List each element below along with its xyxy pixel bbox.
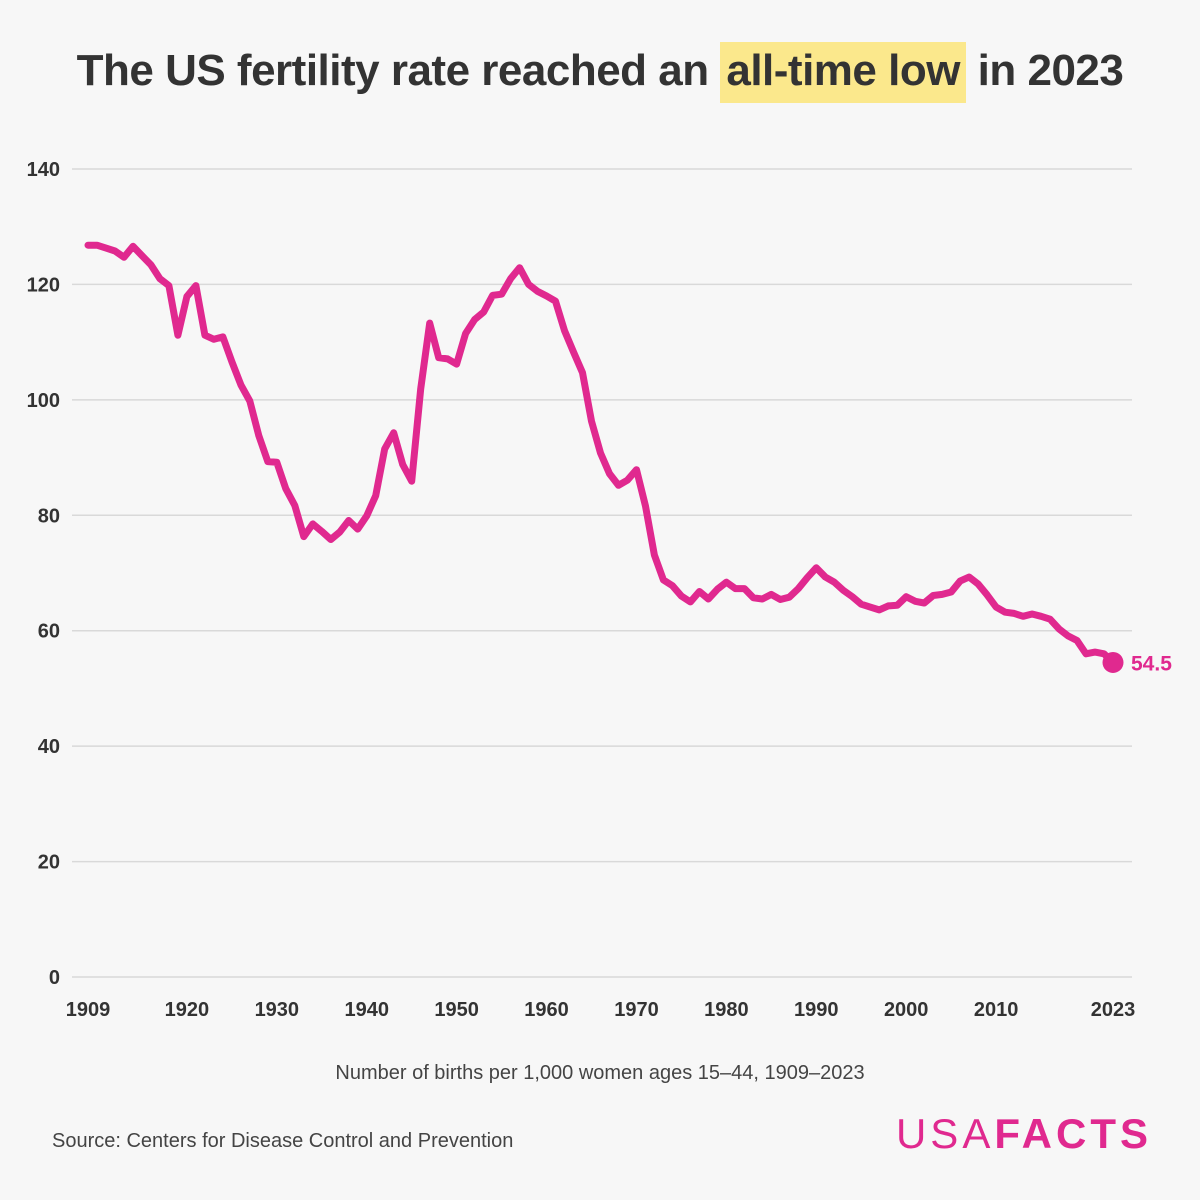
title-highlight: all-time low [720, 42, 966, 103]
x-tick-label-1950: 1950 [434, 999, 479, 1021]
x-tick-label-1920: 1920 [165, 999, 210, 1021]
x-tick-label-1980: 1980 [704, 999, 749, 1021]
end-value-label: 54.5 [1131, 652, 1172, 675]
logo-part-usa: USA [895, 1110, 995, 1157]
end-point-marker [1102, 651, 1124, 673]
usafacts-logo: USAFACTS [896, 1110, 1152, 1158]
series-line [84, 241, 1117, 666]
chart-subtitle: Number of births per 1,000 women ages 15… [335, 1062, 865, 1084]
y-tick-label-100: 100 [27, 390, 60, 412]
chart-title: The US fertility rate reached an all-tim… [0, 42, 1200, 103]
x-tick-label-2000: 2000 [884, 999, 929, 1021]
title-text-end: in 2023 [965, 46, 1124, 95]
y-tick-label-60: 60 [38, 621, 60, 643]
source-note: Source: Centers for Disease Control and … [52, 1130, 514, 1152]
title-text: The US fertility rate reached an [76, 46, 721, 95]
y-tick-label-140: 140 [27, 159, 60, 181]
y-tick-label-20: 20 [38, 852, 60, 874]
logo-part-facts: FACTS [994, 1110, 1152, 1157]
x-tick-label-1960: 1960 [524, 999, 569, 1021]
x-tick-label-1970: 1970 [614, 999, 659, 1021]
x-tick-label-1940: 1940 [344, 999, 389, 1021]
x-tick-label-1990: 1990 [794, 999, 839, 1021]
x-tick-label-2010: 2010 [974, 999, 1019, 1021]
line-chart: 0 20 40 60 80 100 120 140 1909 1920 1930 1940 1950 19… [27, 159, 1173, 1021]
y-tick-label-120: 120 [27, 274, 60, 296]
x-tick-label-1909: 1909 [66, 999, 111, 1021]
y-tick-label-40: 40 [38, 736, 60, 758]
x-tick-label-2023: 2023 [1091, 999, 1136, 1021]
x-tick-label-1930: 1930 [255, 999, 300, 1021]
y-tick-label-0: 0 [49, 967, 60, 989]
y-tick-label-80: 80 [38, 505, 60, 527]
